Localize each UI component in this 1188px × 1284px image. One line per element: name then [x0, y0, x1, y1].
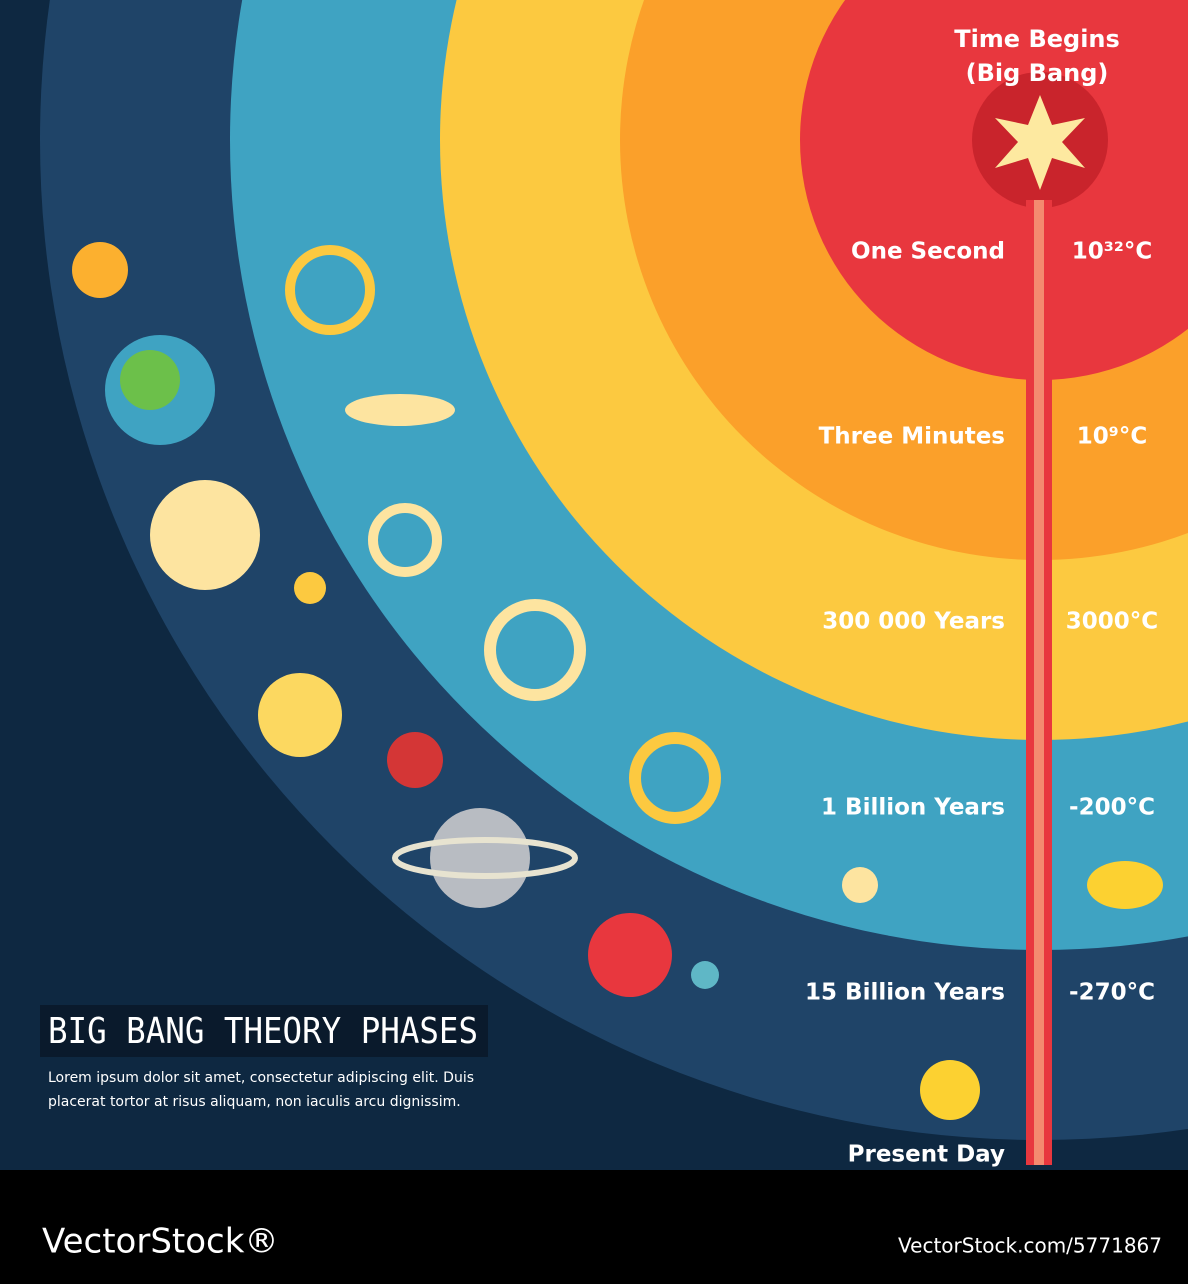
phase-temperature: 3000°C: [1066, 609, 1158, 635]
image-id: VectorStock.com/5771867: [898, 1234, 1162, 1258]
phase-label: Three Minutes: [819, 424, 1005, 450]
brand: VectorStock®: [42, 1222, 278, 1262]
phase-label: One Second: [851, 239, 1005, 265]
phase-label: 300 000 Years: [822, 609, 1005, 635]
infographic: Time Begins (Big Bang) One Second 10³²°C Thr…: [0, 0, 1188, 1284]
start-label: (Big Bang): [966, 59, 1109, 87]
phase-label: 1 Billion Years: [821, 795, 1005, 821]
phase-temperature: 10³²°C: [1072, 239, 1153, 265]
body-text: Lorem ipsum dolor sit amet, consectetur …: [48, 1070, 474, 1086]
phase-label: 15 Billion Years: [805, 980, 1005, 1006]
present-day: Present Day: [848, 1142, 1005, 1168]
title: BIG BANG THEORY PHASES: [48, 1011, 478, 1052]
phase-temperature: 10⁹°C: [1077, 424, 1147, 450]
start-label: Time Begins: [954, 25, 1120, 53]
phase-temperature: -200°C: [1069, 795, 1155, 821]
body-text: placerat tortor at risus aliquam, non ia…: [48, 1094, 461, 1110]
phase-temperature: -270°C: [1069, 980, 1155, 1006]
